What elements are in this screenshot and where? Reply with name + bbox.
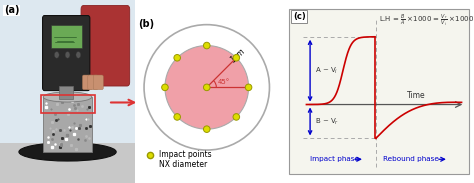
Circle shape (233, 114, 239, 120)
FancyBboxPatch shape (289, 9, 469, 174)
Circle shape (165, 46, 248, 129)
Circle shape (162, 84, 168, 91)
Circle shape (203, 42, 210, 49)
Circle shape (203, 126, 210, 132)
Circle shape (245, 84, 252, 91)
Circle shape (55, 52, 59, 58)
Ellipse shape (19, 143, 116, 161)
Circle shape (65, 52, 70, 58)
Circle shape (76, 52, 81, 58)
FancyBboxPatch shape (0, 0, 135, 183)
FancyBboxPatch shape (51, 25, 82, 48)
Bar (40, 95, 94, 113)
Text: NX diameter: NX diameter (159, 160, 207, 169)
Circle shape (174, 114, 181, 120)
FancyBboxPatch shape (88, 75, 98, 90)
Text: (a): (a) (4, 5, 19, 16)
FancyBboxPatch shape (43, 97, 92, 152)
Text: Rebound phase: Rebound phase (383, 156, 439, 162)
Circle shape (233, 55, 239, 61)
Text: 45°: 45° (218, 79, 230, 85)
FancyBboxPatch shape (43, 16, 90, 91)
FancyBboxPatch shape (59, 86, 73, 99)
Circle shape (174, 55, 181, 61)
FancyBboxPatch shape (82, 75, 92, 90)
FancyBboxPatch shape (93, 75, 103, 90)
Text: A ~ V$_i$: A ~ V$_i$ (315, 66, 338, 76)
Text: (c): (c) (293, 12, 306, 21)
FancyBboxPatch shape (81, 5, 130, 86)
FancyBboxPatch shape (0, 143, 135, 183)
Circle shape (144, 25, 269, 150)
Ellipse shape (43, 92, 92, 102)
Text: Time: Time (407, 91, 426, 100)
Circle shape (203, 84, 210, 91)
Text: Impact phase: Impact phase (310, 156, 359, 162)
Text: L.H = $\frac{B}{A}$ ×1000 = $\frac{V_r}{V_i}$ ×1000: L.H = $\frac{B}{A}$ ×1000 = $\frac{V_r}{… (379, 12, 474, 28)
Text: B ~ V$_r$: B ~ V$_r$ (315, 116, 339, 127)
Text: Impact points: Impact points (159, 150, 211, 159)
Text: (b): (b) (138, 19, 154, 29)
Text: 1cm: 1cm (229, 47, 247, 65)
